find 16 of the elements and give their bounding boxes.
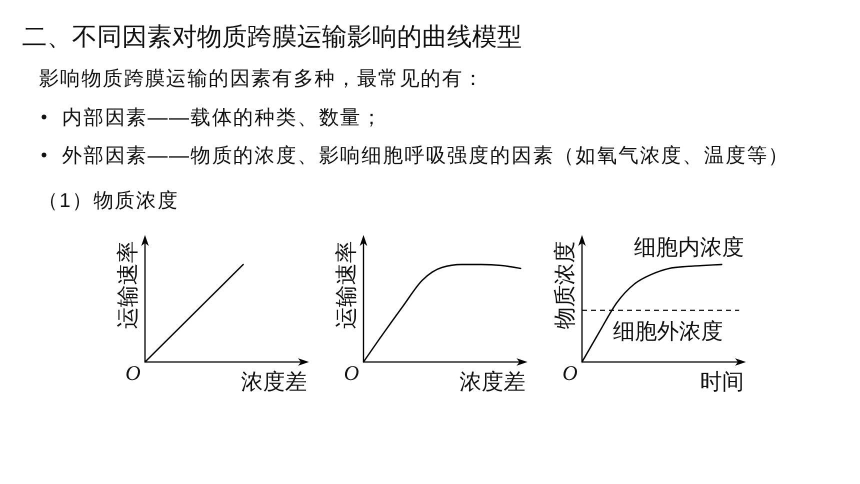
text: 内部因素——载体的种类、数量；: [62, 107, 383, 129]
text: 外部因素——物质的浓度、影响细胞呼吸强度的因素（如氧气浓度、温度等）: [62, 145, 790, 167]
y-axis-title: 物质浓度: [552, 241, 577, 329]
text: O: [344, 361, 360, 385]
text: （1）物质浓度: [38, 190, 179, 212]
x-axis-title: 时间: [700, 369, 744, 394]
y-axis-title: 运输速率: [334, 241, 358, 329]
text: O: [562, 361, 578, 385]
legend-label: 细胞内浓度: [634, 234, 744, 260]
ref-line-label: 细胞外浓度: [613, 318, 723, 344]
x-axis-title: 浓度差: [241, 369, 307, 394]
text: 影响物质跨膜运输的因素有多种，最常见的有：: [39, 68, 484, 90]
text: O: [125, 361, 141, 385]
x-axis-title: 浓度差: [460, 369, 526, 394]
text: 二、不同因素对物质跨膜运输影响的曲线模型: [22, 23, 522, 51]
y-axis-title: 运输速率: [115, 241, 140, 329]
